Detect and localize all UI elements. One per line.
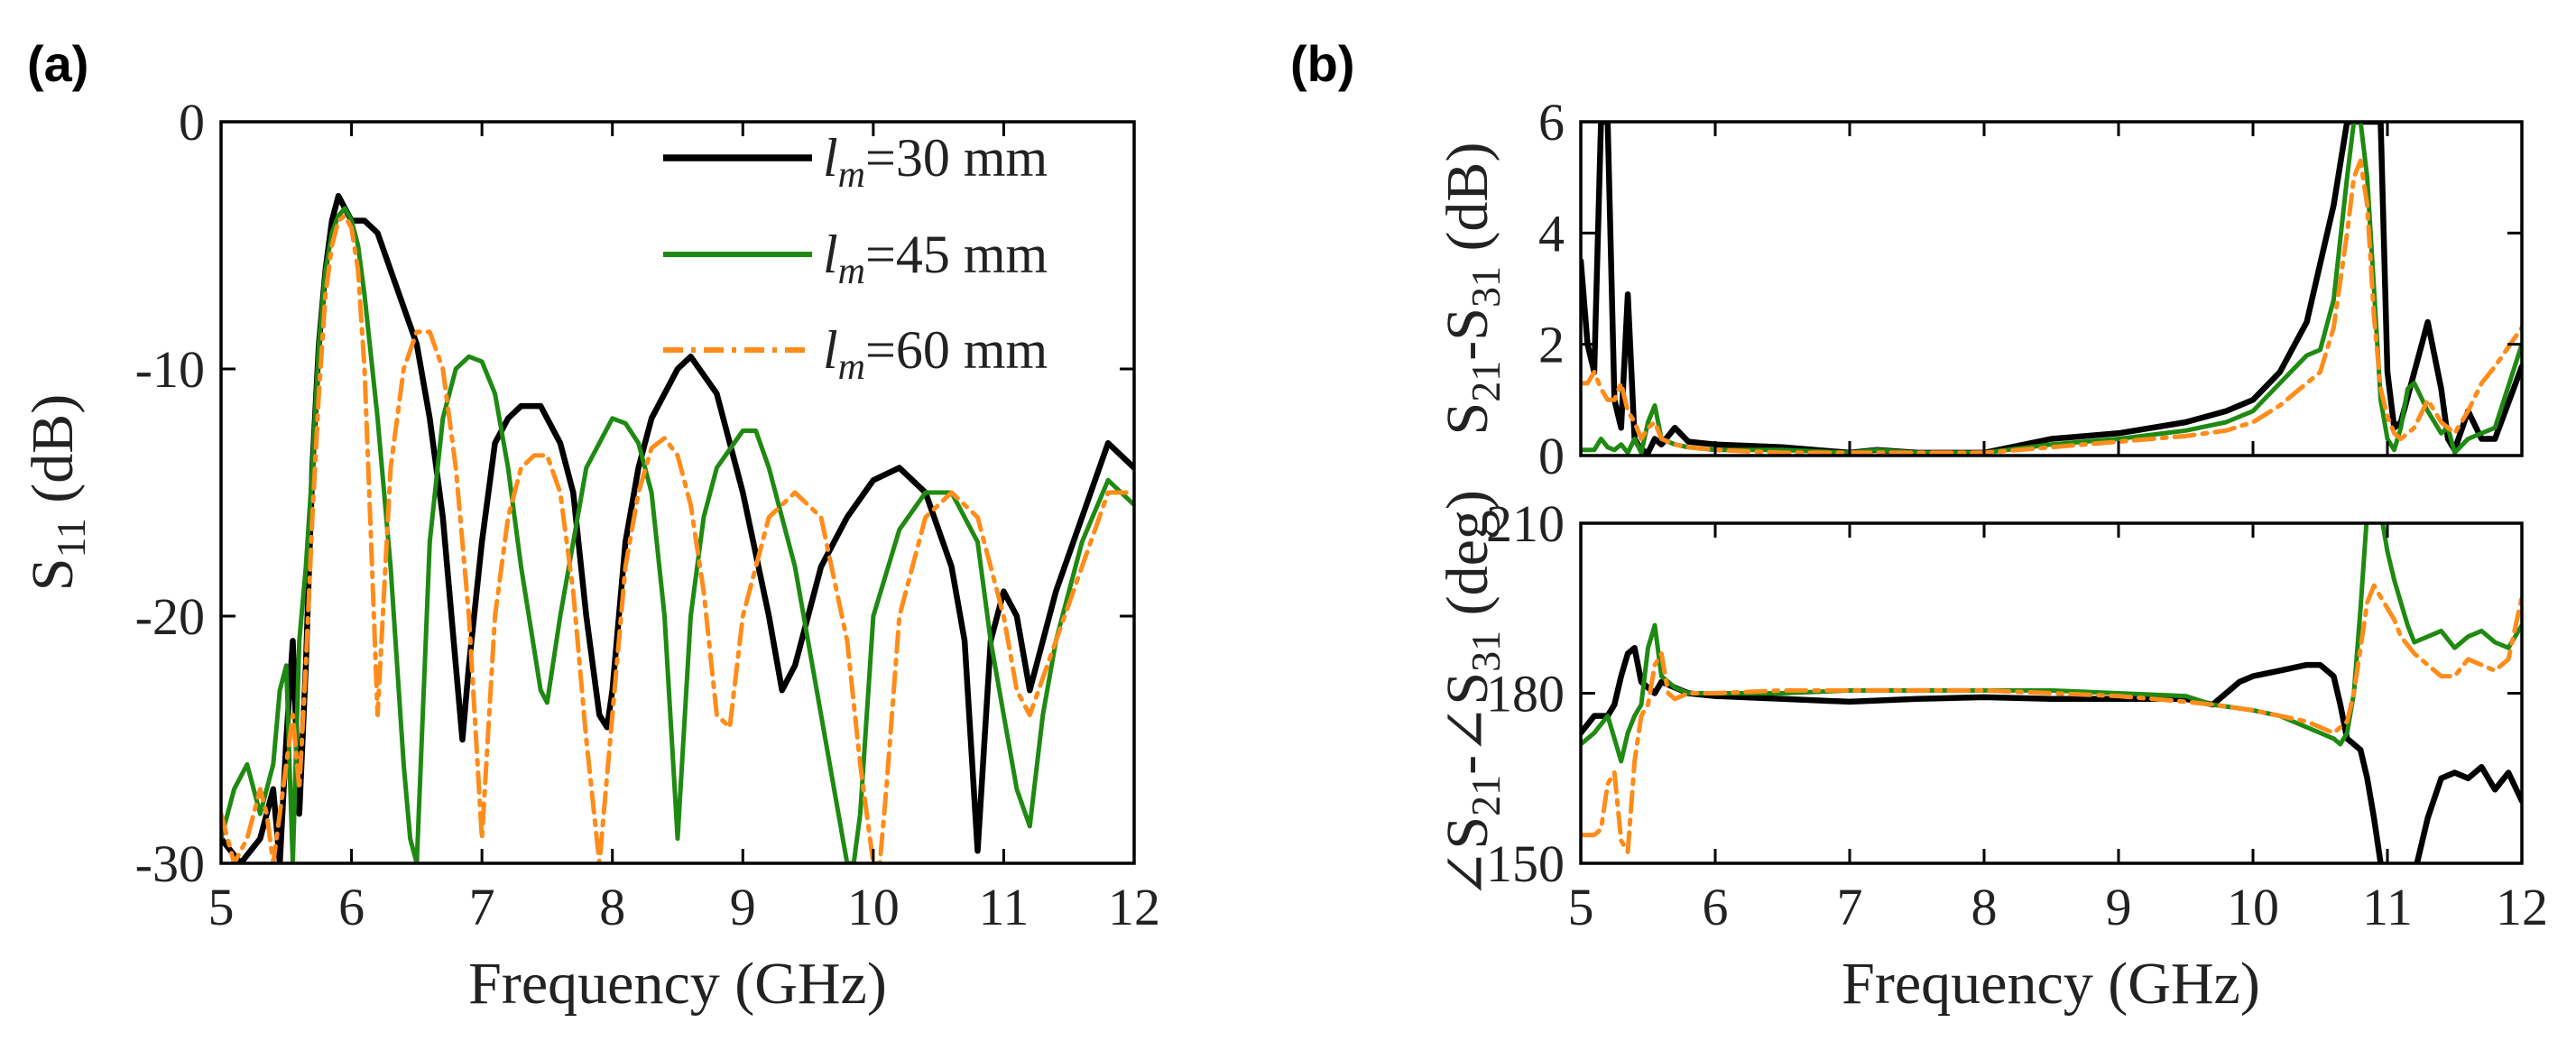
panel-a-ytick-label: -10 (135, 340, 205, 399)
legend-var-sub: m (838, 154, 865, 196)
panel-b-top-line-lm60 (1581, 158, 2522, 456)
legend-label-lm30: lm=30 mm (823, 128, 1048, 196)
panel-a-line-lm30 (221, 192, 1134, 863)
panel-b-top-y-axis-title: S21-S31 (dB) (1435, 143, 1509, 436)
legend-label-lm45: lm=45 mm (823, 225, 1048, 292)
ylabel-mid: -∠S (1435, 672, 1500, 775)
ylabel-tail: (dB) (1435, 143, 1500, 266)
panel-b-bottom-xtick-label: 9 (2106, 878, 2132, 936)
ylabel-a: S (1435, 816, 1500, 850)
panel-b-top-line-lm30 (1581, 122, 2522, 456)
panel-b-bottom-xtick-label: 8 (1971, 878, 1998, 936)
panel-b-bottom-ytick-label: 150 (1486, 834, 1565, 893)
panel-a-plot-frame (219, 120, 1136, 865)
ylabel-a-sub: 21 (1463, 361, 1509, 402)
legend-entry-lm60: lm=60 mm (663, 320, 1048, 388)
ylabel-angle: ∠ (1435, 850, 1500, 899)
panel-a-line-lm45 (221, 206, 1134, 863)
panel-b-bottom-xtick-label: 11 (2362, 878, 2413, 936)
panel-b-bottom-xtick-label: 10 (2227, 878, 2279, 936)
panel-b-bottom-series (1581, 523, 2522, 863)
panel-a-xtick-label: 12 (1108, 878, 1160, 936)
panel-a-xtick-label: 11 (978, 878, 1029, 936)
panel-a-series (221, 192, 1134, 863)
legend-entry-lm30: lm=30 mm (663, 128, 1048, 196)
panel-b-bottom-ytick-label: 210 (1486, 494, 1565, 553)
panel-a-ylabel-tail: (dB) (20, 394, 86, 518)
panel-b-label: (b) (1290, 35, 1355, 92)
panel-a-ylabel-main: S (20, 558, 86, 592)
panel-b-bottom-xtick-label: 7 (1837, 878, 1863, 936)
panel-b-bottom-ytick-label: 180 (1486, 665, 1565, 723)
panel-a-ylabel-sub: 11 (48, 518, 94, 557)
panel-b-bottom-xtick-label: 5 (1568, 878, 1594, 936)
legend-var: l (823, 128, 838, 188)
panel-b-bottom-line-lm45 (1581, 523, 2522, 764)
panel-b-top-ytick-label: 2 (1538, 316, 1565, 374)
panel-b-bottom-ticks: 5 6 7 8 9 10 11 12 150 180 210 (1486, 494, 2548, 936)
panel-b-top-ytick-label: 0 (1538, 427, 1565, 485)
panel-b-x-axis-title: Frequency (GHz) (1842, 951, 2260, 1017)
panel-b-top-line-lm45 (1581, 122, 2522, 456)
panel-a-xtick-label: 6 (338, 878, 365, 936)
ylabel-b-sub: 31 (1463, 631, 1509, 672)
panel-b-bottom-xtick-label: 12 (2496, 878, 2548, 936)
legend-var-sub: m (838, 346, 865, 388)
panel-b-bottom-line-lm60 (1581, 583, 2522, 854)
legend-text: =30 mm (865, 128, 1048, 188)
legend-text: =45 mm (865, 225, 1048, 284)
legend-var: l (823, 320, 838, 380)
panel-a-ytick-label: -20 (135, 587, 205, 646)
panel-b-bottom-xtick-label: 6 (1703, 878, 1729, 936)
ylabel-mid: -S (1435, 308, 1500, 361)
panel-b-bottom-y-axis-title: ∠S21-∠S31 (deg) (1435, 490, 1509, 899)
panel-b-bottom-line-lm30 (1581, 644, 2522, 863)
panel-a-x-axis-title: Frequency (GHz) (468, 951, 887, 1017)
legend-label-lm60: lm=60 mm (823, 320, 1048, 388)
ylabel-a: S (1435, 402, 1500, 436)
panel-a-ytick-label: -30 (135, 834, 205, 893)
panel-b-top-ytick-label: 4 (1538, 204, 1565, 263)
ylabel-a-sub: 21 (1463, 775, 1509, 816)
legend-entry-lm45: lm=45 mm (663, 225, 1048, 292)
panel-a-xtick-label: 8 (599, 878, 625, 936)
legend-var: l (823, 225, 838, 284)
panel-a-xtick-label: 5 (208, 878, 235, 936)
ylabel-tail: (deg) (1435, 490, 1500, 631)
panel-b-top-plot-frame (1579, 120, 2524, 457)
panel-b-top-ytick-label: 6 (1538, 93, 1565, 152)
panel-a-ticks: 5 6 7 8 9 10 11 12 0 -10 -20 -30 (135, 93, 1160, 936)
panel-a-line-lm60 (221, 213, 1134, 863)
legend-text: =60 mm (865, 320, 1048, 380)
ylabel-b-sub: 31 (1463, 266, 1509, 308)
panel-b-top-series (1581, 122, 2522, 456)
legend-var-sub: m (838, 251, 865, 292)
legend: lm=30 mm lm=45 mm lm=60 mm (663, 128, 1048, 388)
panel-a-xtick-label: 7 (469, 878, 495, 936)
panel-a-xtick-label: 10 (847, 878, 900, 936)
panel-a-label: (a) (27, 35, 88, 92)
panel-a: (a) 5 6 7 8 9 10 11 120-10-20-30 S11 (dB) Frequ… (20, 35, 1160, 1017)
panel-a-xtick-label: 9 (730, 878, 756, 936)
panel-a-ytick-label: 0 (179, 93, 205, 152)
panel-b-top-ticks: 0 2 4 6 (1538, 93, 2524, 485)
panel-a-y-axis-title: S11 (dB) (20, 394, 94, 592)
